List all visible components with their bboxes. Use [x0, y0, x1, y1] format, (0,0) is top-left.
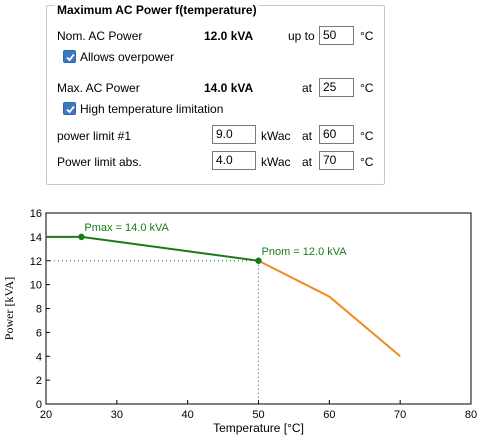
data-point-marker	[78, 233, 85, 241]
allows-overpower-checkbox[interactable]	[63, 50, 76, 63]
x-tick-label: 70	[394, 409, 406, 421]
high-temp-limitation-label: High temperature limitation	[80, 102, 224, 116]
nom-temp-unit: °C	[360, 29, 374, 43]
power-limit-1-qualifier: at	[302, 129, 313, 143]
y-tick-label: 16	[30, 208, 42, 220]
series-line-2	[258, 259, 401, 358]
power-limit-abs-temp-unit: °C	[360, 155, 374, 169]
x-tick-label: 50	[252, 409, 264, 421]
annotation-label: Pmax = 14.0 kVA	[84, 222, 169, 234]
power-limit-abs-unit: kWac	[261, 155, 291, 169]
annotation-label: Pnom = 12.0 kVA	[262, 246, 348, 258]
max-ac-power-label: Max. AC Power	[57, 81, 140, 95]
y-tick-label: 8	[36, 304, 42, 316]
power-limit-abs-field[interactable]: 4.0	[212, 151, 256, 170]
y-tick-label: 12	[30, 256, 42, 268]
high-temp-limitation-checkbox[interactable]	[63, 102, 76, 115]
power-limit-1-unit: kWac	[261, 129, 291, 143]
data-point-marker	[255, 257, 262, 264]
x-tick-label: 30	[111, 409, 123, 421]
y-tick-label: 14	[30, 232, 42, 244]
x-tick-label: 20	[40, 409, 52, 421]
check-icon	[66, 53, 75, 62]
power-limit-1-temp-unit: °C	[360, 129, 374, 143]
power-temperature-chart: 20 30 40 50 60 70 80 0 2 4 6 8 10 12 14 16 Temperature […	[2, 208, 477, 435]
y-axis-label: Power [kVA]	[2, 277, 16, 340]
nom-ac-power-value: 12.0 kVA	[204, 29, 254, 43]
x-tick-label: 80	[465, 409, 477, 421]
x-axis-label: Temperature [°C]	[213, 421, 304, 435]
nom-temp-field[interactable]: 50	[319, 26, 354, 45]
nom-qualifier: up to	[288, 29, 315, 43]
x-tick-label: 60	[323, 409, 335, 421]
nom-ac-power-label: Nom. AC Power	[57, 29, 143, 43]
power-limit-1-label: power limit #1	[57, 129, 132, 143]
max-ac-power-groupbox: Maximum AC Power f(temperature)	[46, 3, 385, 185]
power-limit-abs-qualifier: at	[302, 155, 313, 169]
power-limit-1-field[interactable]: 9.0	[212, 125, 256, 144]
y-tick-label: 0	[36, 399, 42, 411]
series-line-1	[46, 235, 259, 262]
max-temp-unit: °C	[360, 81, 374, 95]
y-tick-label: 2	[36, 375, 42, 387]
check-icon	[66, 105, 75, 114]
x-tick-label: 40	[182, 409, 194, 421]
power-limit-abs-label: Power limit abs.	[57, 155, 142, 169]
max-temp-field[interactable]: 25	[319, 78, 354, 97]
allows-overpower-label: Allows overpower	[80, 50, 175, 64]
y-tick-label: 10	[30, 280, 42, 292]
max-ac-power-value: 14.0 kVA	[204, 81, 254, 95]
y-tick-label: 6	[36, 327, 42, 339]
power-limit-1-temp-field[interactable]: 60	[319, 125, 354, 144]
max-qualifier: at	[302, 81, 313, 95]
groupbox-title: Maximum AC Power f(temperature)	[55, 3, 259, 17]
plot-area: 20 30 40 50 60 70 80 0 2 4 6 8 10 12 14 16 Temperature […	[2, 208, 477, 435]
power-limit-abs-temp-field[interactable]: 70	[319, 151, 354, 170]
y-tick-label: 4	[36, 351, 42, 363]
